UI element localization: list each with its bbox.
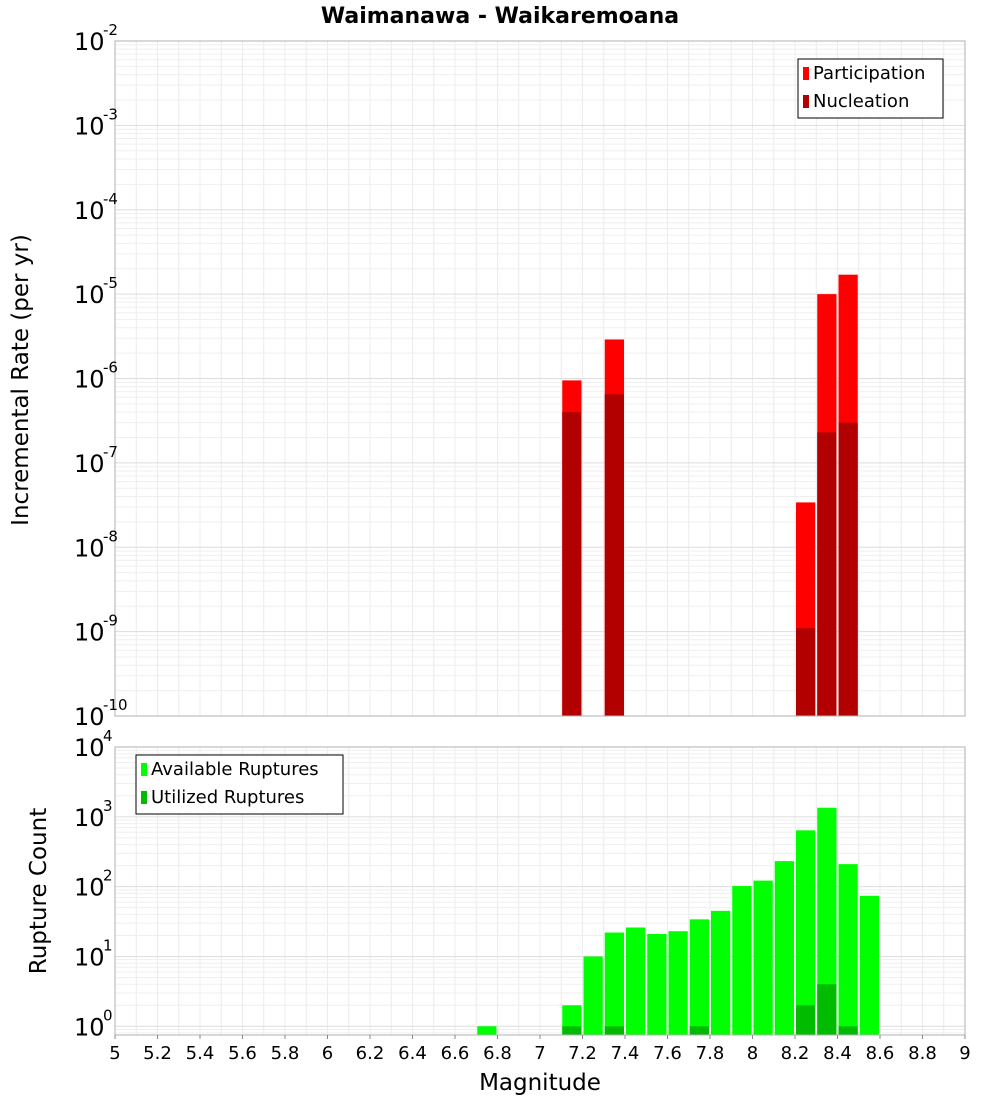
bottom-available-ruptures-bar xyxy=(817,807,837,1035)
top-y-tick-label: 10 xyxy=(74,703,105,731)
bottom-available-ruptures-bar xyxy=(838,864,858,1035)
bottom-available-ruptures-bar xyxy=(647,933,667,1035)
top-y-tick-exponent: -9 xyxy=(103,612,118,630)
x-tick-label: 8.4 xyxy=(823,1043,852,1064)
top-y-tick-label: 10 xyxy=(74,197,105,225)
chart-title: Waimanawa - Waikaremoana xyxy=(321,4,679,29)
x-tick-label: 7 xyxy=(534,1043,545,1064)
bottom-utilized-ruptures-bar xyxy=(838,1026,858,1035)
bottom-available-ruptures-bar xyxy=(604,932,624,1035)
x-tick-label: 8 xyxy=(747,1043,758,1064)
x-tick-label: 9 xyxy=(959,1043,970,1064)
x-tick-label: 6 xyxy=(322,1043,333,1064)
top-plot-frame xyxy=(114,40,966,717)
top-y-tick-exponent: -6 xyxy=(103,359,118,377)
x-tick-label: 7.6 xyxy=(653,1043,682,1064)
top-y-tick-label: 10 xyxy=(74,534,105,562)
bottom-legend-label: Available Ruptures xyxy=(151,759,319,780)
bottom-utilized-ruptures-bar xyxy=(817,984,837,1035)
top-y-tick-label: 10 xyxy=(74,281,105,309)
top-y-axis-label: Incremental Rate (per yr) xyxy=(8,234,34,526)
top-y-tick-exponent: -3 xyxy=(103,105,118,123)
x-tick-label: 6.2 xyxy=(356,1043,385,1064)
bottom-available-ruptures-bar xyxy=(583,956,603,1035)
x-tick-label: 8.8 xyxy=(908,1043,937,1064)
bottom-available-ruptures-bar xyxy=(732,886,752,1035)
top-y-tick-exponent: -5 xyxy=(103,274,118,292)
bottom-y-tick-exponent: 4 xyxy=(103,727,113,745)
top-y-tick-exponent: -7 xyxy=(103,443,118,461)
x-tick-label: 5.2 xyxy=(143,1043,172,1064)
bottom-y-tick-exponent: 0 xyxy=(103,1006,113,1024)
bottom-utilized-ruptures-bar xyxy=(604,1026,624,1035)
top-legend-label: Participation xyxy=(813,63,925,84)
x-tick-label: 6.8 xyxy=(483,1043,512,1064)
bottom-y-tick-label: 10 xyxy=(74,734,105,762)
top-y-tick-exponent: -10 xyxy=(103,696,128,714)
top-y-tick-exponent: -8 xyxy=(103,527,118,545)
bottom-y-tick-label: 10 xyxy=(74,1013,105,1041)
top-nucleation-bar xyxy=(604,394,624,716)
top-y-tick-label: 10 xyxy=(74,28,105,56)
top-y-tick-exponent: -4 xyxy=(103,190,118,208)
bottom-y-tick-label: 10 xyxy=(74,804,105,832)
bottom-available-ruptures-bar xyxy=(796,830,816,1035)
bottom-y-tick-exponent: 3 xyxy=(103,797,113,815)
bottom-legend-box xyxy=(135,754,344,815)
bottom-available-ruptures-bar xyxy=(711,910,731,1035)
bottom-available-ruptures-bar xyxy=(626,927,646,1035)
bottom-legend-swatch xyxy=(141,763,147,776)
x-tick-label: 5.6 xyxy=(228,1043,257,1064)
x-axis-label: Magnitude xyxy=(479,1070,601,1096)
bottom-utilized-ruptures-bar xyxy=(689,1026,709,1035)
bottom-available-ruptures-bar xyxy=(774,861,794,1035)
x-tick-label: 7.8 xyxy=(696,1043,725,1064)
bottom-y-tick-exponent: 2 xyxy=(103,867,113,885)
top-legend-swatch xyxy=(803,67,809,80)
top-nucleation-bar xyxy=(838,422,858,716)
top-legend-label: Nucleation xyxy=(813,91,909,112)
bottom-available-ruptures-bar xyxy=(689,919,709,1035)
bottom-legend-swatch xyxy=(141,791,147,804)
x-tick-label: 5.4 xyxy=(186,1043,215,1064)
bottom-y-tick-label: 10 xyxy=(74,943,105,971)
top-y-tick-label: 10 xyxy=(74,619,105,647)
x-tick-label: 7.4 xyxy=(611,1043,640,1064)
bottom-y-tick-label: 10 xyxy=(74,874,105,902)
x-tick-label: 8.2 xyxy=(781,1043,810,1064)
bottom-utilized-ruptures-bar xyxy=(796,1005,816,1035)
bottom-y-tick-exponent: 1 xyxy=(103,936,113,954)
top-legend-swatch xyxy=(803,95,809,108)
bottom-available-ruptures-bar xyxy=(859,895,879,1035)
x-tick-label: 6.6 xyxy=(441,1043,470,1064)
top-y-tick-label: 10 xyxy=(74,112,105,140)
top-y-tick-label: 10 xyxy=(74,366,105,394)
top-y-tick-exponent: -2 xyxy=(103,21,118,39)
top-legend-box xyxy=(797,58,944,119)
bottom-available-ruptures-bar xyxy=(753,880,773,1035)
x-tick-label: 8.6 xyxy=(866,1043,895,1064)
bottom-legend-label: Utilized Ruptures xyxy=(151,787,304,808)
top-nucleation-bar xyxy=(796,628,816,716)
bottom-y-axis-label: Rupture Count xyxy=(26,808,52,974)
top-nucleation-bar xyxy=(562,412,582,716)
x-tick-label: 6.4 xyxy=(398,1043,427,1064)
top-y-tick-label: 10 xyxy=(74,450,105,478)
x-tick-label: 5.8 xyxy=(271,1043,300,1064)
bottom-available-ruptures-bar xyxy=(668,931,688,1035)
bottom-available-ruptures-bar xyxy=(477,1026,497,1035)
bottom-utilized-ruptures-bar xyxy=(562,1026,582,1035)
x-tick-label: 7.2 xyxy=(568,1043,597,1064)
top-nucleation-bar xyxy=(817,432,837,716)
x-tick-label: 5 xyxy=(109,1043,120,1064)
